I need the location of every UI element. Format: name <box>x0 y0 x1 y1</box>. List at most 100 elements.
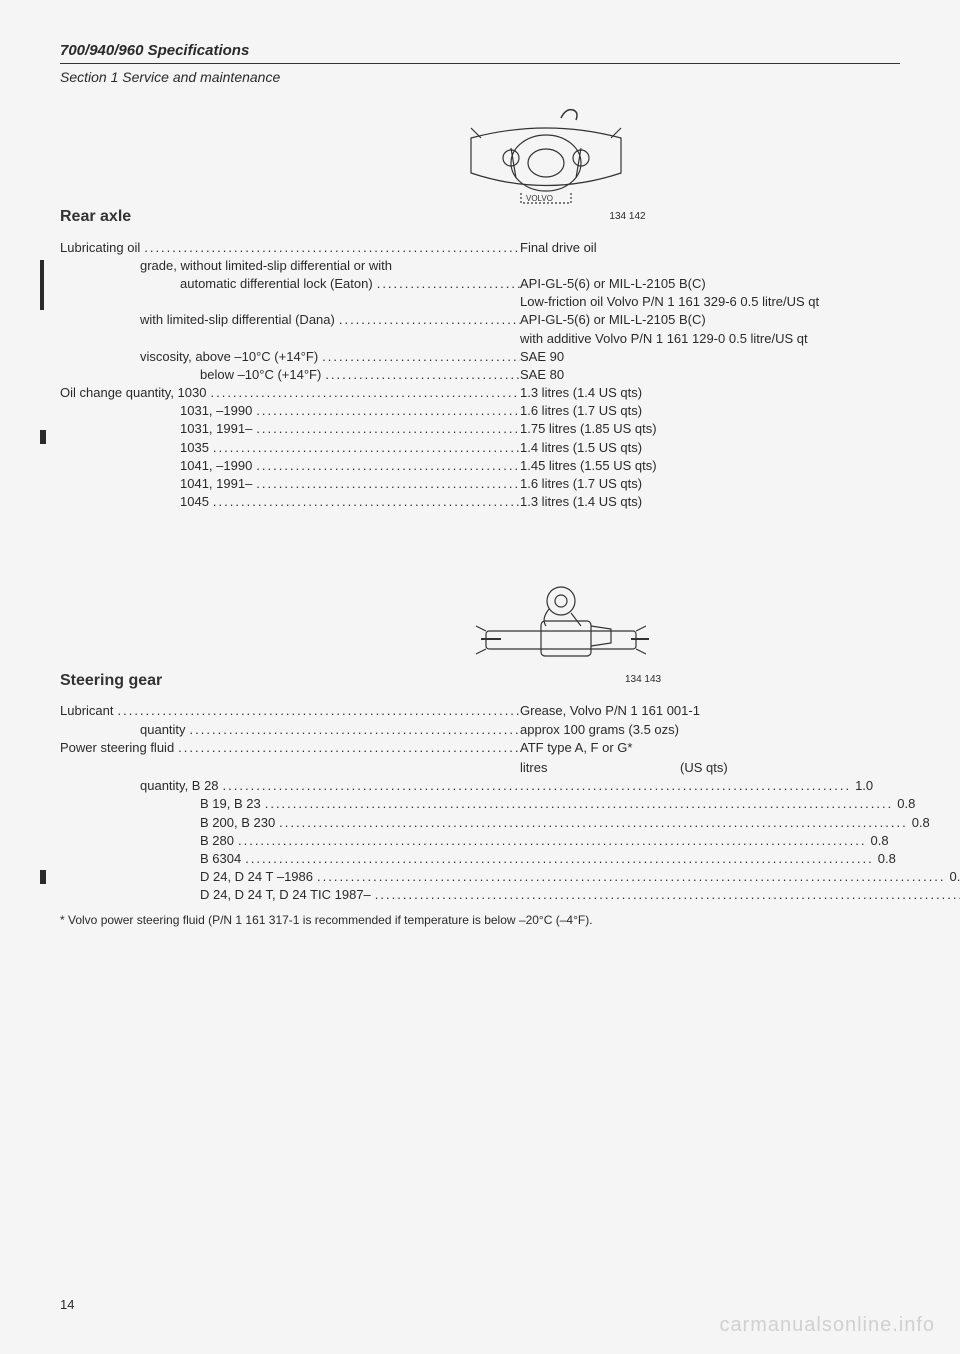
spec-value-litres: 0.8 <box>897 795 960 813</box>
spec-row: Power steering fluid ATF type A, F or G* <box>60 739 900 757</box>
leader-dots <box>321 366 520 384</box>
spec-label: B 19, B 23 <box>60 795 261 813</box>
spec-row: grade, without limited-slip differential… <box>60 257 900 275</box>
page-title: 700/940/960 Specifications <box>60 40 900 64</box>
spec-value: 1.6 litres (1.7 US qts) <box>520 402 900 420</box>
spec-value: Grease, Volvo P/N 1 161 001-1 <box>520 702 900 720</box>
spec-row: 1035 1.4 litres (1.5 US qts) <box>60 439 900 457</box>
spec-label: quantity <box>60 721 186 739</box>
spec-value: with additive Volvo P/N 1 161 129-0 0.5 … <box>520 330 808 348</box>
spec-row: D 24, D 24 T –19860.8(0.9) <box>60 868 900 886</box>
spec-label: Lubricant <box>60 702 113 720</box>
spec-row: Lubricating oil Final drive oil <box>60 239 900 257</box>
spec-label: with limited-slip differential (Dana) <box>60 311 335 329</box>
spec-label: 1031, –1990 <box>60 402 252 420</box>
spec-label: B 280 <box>60 832 234 850</box>
leader-dots <box>335 311 520 329</box>
leader-dots <box>209 439 520 457</box>
spec-label: grade, without limited-slip differential… <box>60 257 392 275</box>
section-title: Section 1 Service and maintenance <box>60 68 900 88</box>
spec-label: 1031, 1991– <box>60 420 252 438</box>
leader-dots <box>206 384 520 402</box>
revision-bar <box>40 430 46 444</box>
leader-dots <box>371 886 960 904</box>
leader-dots <box>113 702 520 720</box>
spec-label: 1041, –1990 <box>60 457 252 475</box>
spec-value: approx 100 grams (3.5 ozs) <box>520 721 900 739</box>
steering-specs: LubricantGrease, Volvo P/N 1 161 001-1qu… <box>60 702 900 929</box>
spec-label: 1041, 1991– <box>60 475 252 493</box>
spec-row: B 200, B 2300.8(0.9) <box>60 814 900 832</box>
spec-label: automatic differential lock (Eaton) <box>60 275 373 293</box>
footnote: * Volvo power steering fluid (P/N 1 161 … <box>60 912 900 929</box>
spec-label: B 200, B 230 <box>60 814 275 832</box>
spec-value-litres: 0.8 <box>871 832 960 850</box>
spec-row: 1045 1.3 litres (1.4 US qts) <box>60 493 900 511</box>
spec-value: 1.3 litres (1.4 US qts) <box>520 384 900 402</box>
leader-dots <box>234 832 871 850</box>
spec-row: below –10°C (+14°F) SAE 80 <box>60 366 900 384</box>
leader-dots <box>275 814 912 832</box>
spec-value-litres: 1.0 <box>855 777 960 795</box>
leader-dots <box>313 868 950 886</box>
spec-value: 1.3 litres (1.4 US qts) <box>520 493 900 511</box>
revision-bar <box>40 260 44 310</box>
spec-row: 1041, –1990 1.45 litres (1.55 US qts) <box>60 457 900 475</box>
spec-label: D 24, D 24 T –1986 <box>60 868 313 886</box>
spec-label: Oil change quantity, 1030 <box>60 384 206 402</box>
spec-label: Lubricating oil <box>60 239 140 257</box>
figure-number: 134 143 <box>461 673 661 687</box>
steering-illustration: 134 143 <box>461 571 661 687</box>
col-usqts: (US qts) <box>680 759 780 777</box>
spec-label: B 6304 <box>60 850 241 868</box>
watermark: carmanualsonline.info <box>719 1311 935 1339</box>
spec-value: SAE 90 <box>520 348 900 366</box>
spec-value: ATF type A, F or G* <box>520 739 900 757</box>
leader-dots <box>252 475 520 493</box>
rear-axle-specs: Lubricating oil Final drive oil grade, wit… <box>60 239 900 512</box>
spec-label: Power steering fluid <box>60 739 174 757</box>
leader-dots <box>261 795 898 813</box>
figure-number: 134 142 <box>446 210 646 224</box>
spec-value: 1.4 litres (1.5 US qts) <box>520 439 900 457</box>
spec-row: B 63040.8(0.9) <box>60 850 900 868</box>
rear-axle-illustration: VOLVO 134 142 <box>446 98 646 224</box>
spec-value: 1.75 litres (1.85 US qts) <box>520 420 900 438</box>
spec-value-litres: 0.8 <box>878 850 960 868</box>
spec-value: Final drive oil <box>520 239 900 257</box>
leader-dots <box>252 457 520 475</box>
leader-dots <box>186 721 520 739</box>
spec-value: SAE 80 <box>520 366 900 384</box>
spec-row: automatic differential lock (Eaton) API-G… <box>60 275 900 293</box>
spec-row: viscosity, above –10°C (+14°F) SAE 90 <box>60 348 900 366</box>
spec-row: B 2800.8(0.9) <box>60 832 900 850</box>
steering-heading: Steering gear <box>60 670 162 692</box>
spec-value: API-GL-5(6) or MIL-L-2105 B(C) <box>520 311 900 329</box>
spec-label: D 24, D 24 T, D 24 TIC 1987– <box>60 886 371 904</box>
spec-row: with additive Volvo P/N 1 161 129-0 0.5 … <box>60 330 900 348</box>
leader-dots <box>219 777 856 795</box>
spec-row: 1031, –1990 1.6 litres (1.7 US qts) <box>60 402 900 420</box>
spec-label: below –10°C (+14°F) <box>60 366 321 384</box>
spec-label: viscosity, above –10°C (+14°F) <box>60 348 318 366</box>
page-number: 14 <box>60 1296 74 1314</box>
leader-dots <box>373 275 520 293</box>
spec-value-litres: 0.8 <box>912 814 960 832</box>
spec-row: with limited-slip differential (Dana) API… <box>60 311 900 329</box>
spec-value: API-GL-5(6) or MIL-L-2105 B(C) <box>520 275 900 293</box>
spec-value: 1.45 litres (1.55 US qts) <box>520 457 900 475</box>
leader-dots <box>209 493 520 511</box>
svg-text:VOLVO: VOLVO <box>526 194 553 203</box>
spec-row: D 24, D 24 T, D 24 TIC 1987–0.5(0.5) <box>60 886 900 904</box>
leader-dots <box>252 420 520 438</box>
spec-label: 1045 <box>60 493 209 511</box>
leader-dots <box>174 739 520 757</box>
spec-row: quantity, B 281.0(1.1) <box>60 777 900 795</box>
spec-row: 1031, 1991– 1.75 litres (1.85 US qts) <box>60 420 900 438</box>
leader-dots <box>140 239 520 257</box>
leader-dots <box>252 402 520 420</box>
spec-label: 1035 <box>60 439 209 457</box>
leader-dots <box>241 850 878 868</box>
spec-label: quantity, B 28 <box>60 777 219 795</box>
spec-row: quantity approx 100 grams (3.5 ozs) <box>60 721 900 739</box>
